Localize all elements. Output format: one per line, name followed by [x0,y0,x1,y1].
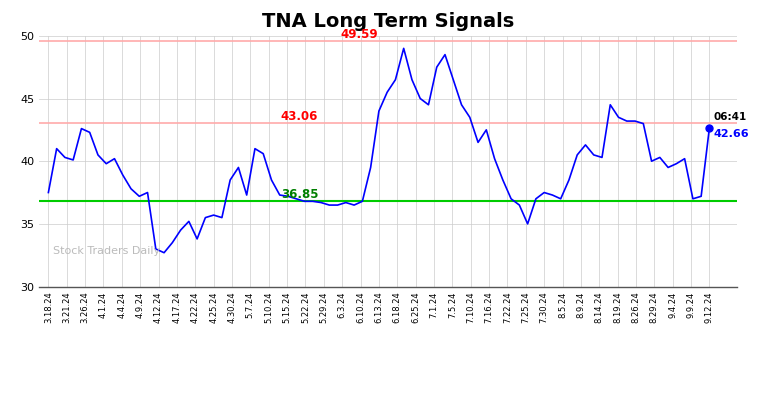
Text: Stock Traders Daily: Stock Traders Daily [53,246,160,256]
Text: 42.66: 42.66 [713,129,749,139]
Title: TNA Long Term Signals: TNA Long Term Signals [262,12,514,31]
Text: 49.59: 49.59 [340,28,378,41]
Text: 36.85: 36.85 [281,187,318,201]
Text: 06:41: 06:41 [713,111,746,121]
Text: 43.06: 43.06 [281,110,318,123]
